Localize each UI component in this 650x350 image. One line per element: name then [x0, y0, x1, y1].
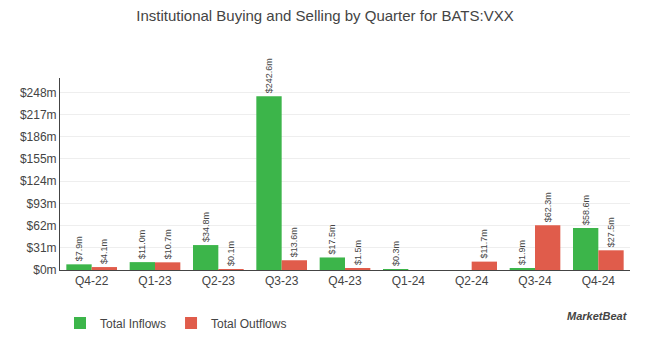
- svg-text:$186m: $186m: [20, 130, 57, 144]
- svg-text:$17.5m: $17.5m: [327, 224, 337, 254]
- svg-text:$0.1m: $0.1m: [226, 241, 236, 266]
- svg-text:$242.6m: $242.6m: [264, 58, 274, 93]
- svg-text:$217m: $217m: [20, 108, 57, 122]
- svg-text:$13.6m: $13.6m: [289, 227, 299, 257]
- svg-text:$27.5m: $27.5m: [606, 217, 616, 247]
- svg-text:$1.9m: $1.9m: [517, 240, 527, 265]
- svg-text:$1.5m: $1.5m: [353, 240, 363, 265]
- svg-text:$93m: $93m: [27, 197, 57, 211]
- svg-text:Total Outflows: Total Outflows: [211, 317, 286, 331]
- svg-text:Q1-23: Q1-23: [138, 274, 172, 288]
- svg-text:$0.3m: $0.3m: [391, 241, 401, 266]
- svg-text:Q1-24: Q1-24: [392, 274, 426, 288]
- svg-text:$62.3m: $62.3m: [543, 192, 553, 222]
- svg-text:Q2-23: Q2-23: [202, 274, 236, 288]
- svg-text:Total Inflows: Total Inflows: [100, 317, 166, 331]
- svg-text:$4.1m: $4.1m: [99, 239, 109, 264]
- svg-text:$248m: $248m: [20, 86, 57, 100]
- svg-text:$0m: $0m: [33, 263, 56, 277]
- svg-text:Q3-23: Q3-23: [265, 274, 299, 288]
- svg-text:$155m: $155m: [20, 152, 57, 166]
- svg-text:Q4-24: Q4-24: [582, 274, 616, 288]
- svg-text:Q2-24: Q2-24: [455, 274, 489, 288]
- svg-text:Institutional Buying and Selli: Institutional Buying and Selling by Quar…: [136, 7, 513, 24]
- svg-text:$34.8m: $34.8m: [201, 212, 211, 242]
- svg-text:$11.7m: $11.7m: [479, 229, 489, 258]
- svg-text:$62m: $62m: [27, 219, 57, 233]
- svg-text:$58.6m: $58.6m: [581, 195, 591, 225]
- svg-text:$124m: $124m: [20, 174, 57, 188]
- svg-text:$31m: $31m: [27, 241, 57, 255]
- svg-text:$7.9m: $7.9m: [74, 236, 84, 261]
- svg-text:$10.7m: $10.7m: [163, 229, 173, 259]
- svg-text:Q4-22: Q4-22: [75, 274, 109, 288]
- svg-text:MarketBeat: MarketBeat: [567, 310, 628, 322]
- svg-text:Q3-24: Q3-24: [518, 274, 552, 288]
- svg-text:$11.0m: $11.0m: [137, 230, 147, 259]
- svg-text:Q4-23: Q4-23: [328, 274, 362, 288]
